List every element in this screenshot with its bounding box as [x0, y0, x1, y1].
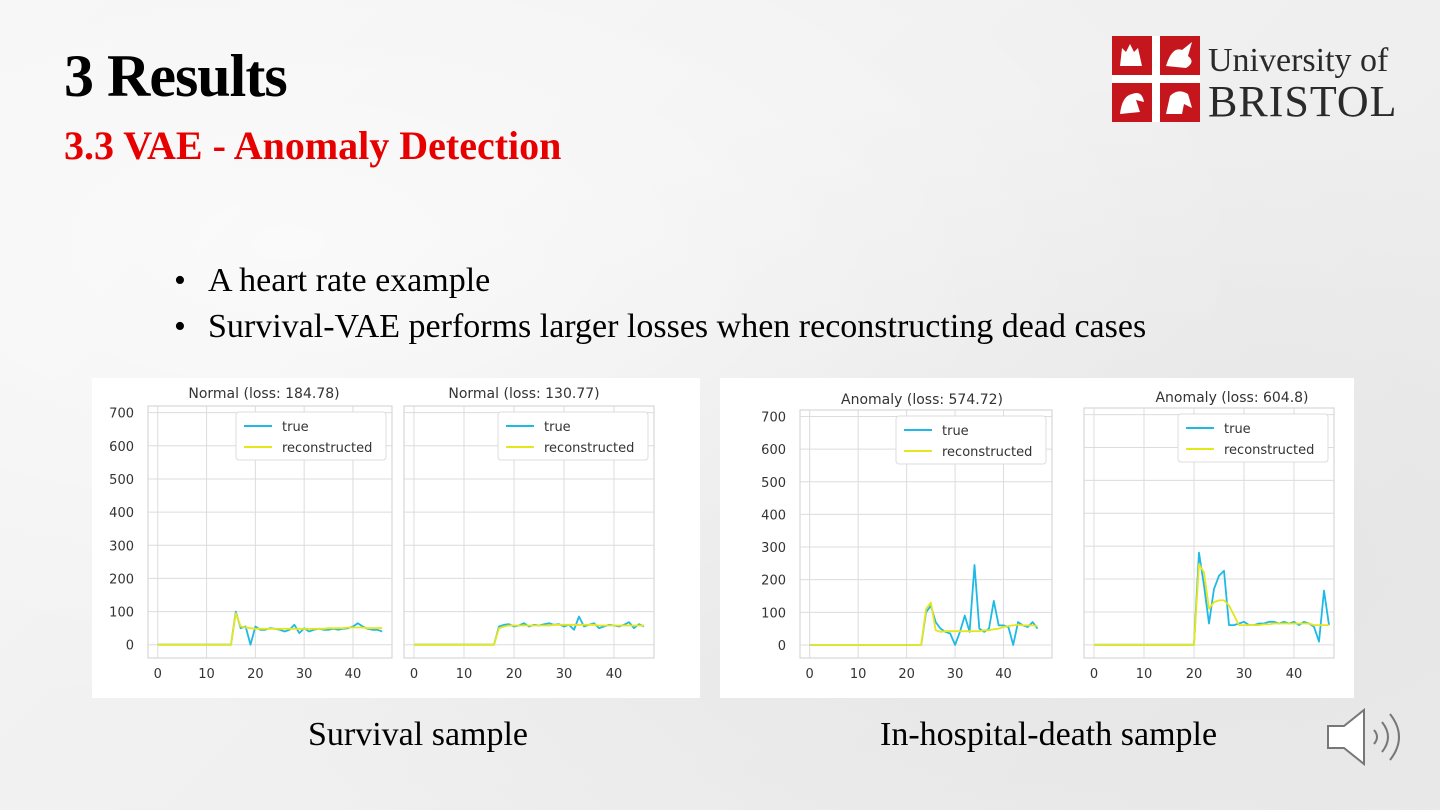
y-tick-label: 200	[109, 572, 134, 587]
logo-line-1: University of	[1208, 42, 1389, 79]
legend-label: true	[942, 424, 969, 439]
speaker-icon[interactable]	[1324, 704, 1410, 770]
y-tick-label: 700	[109, 407, 134, 422]
subtitle-topic: Anomaly Detection	[225, 123, 562, 168]
series-line-true	[809, 564, 1039, 646]
y-tick-label: 400	[761, 508, 786, 523]
legend-label: reconstructed	[282, 441, 372, 456]
subtitle-section-number: 3.3 VAE -	[64, 123, 226, 168]
bullet-item: A heart rate example	[170, 258, 1146, 304]
chart-title: Anomaly (loss: 604.8)	[1155, 390, 1308, 406]
survival-charts-panel: 0 10 20 30 40 0 100 200 300 400 500 600 700 Normal (l…	[92, 378, 700, 698]
y-tick-label: 600	[761, 443, 786, 458]
caption-survival-sample: Survival sample	[308, 716, 529, 753]
x-tick-label: 0	[806, 667, 814, 682]
series-line-reconstructed	[157, 612, 383, 646]
legend-box	[895, 415, 1047, 465]
series-line-true	[1094, 551, 1330, 646]
x-tick-label: 10	[850, 667, 867, 682]
x-tick-label: 0	[410, 667, 418, 682]
legend-label: true	[544, 420, 571, 435]
y-tick-label: 700	[761, 411, 786, 426]
x-tick-label: 10	[198, 667, 215, 682]
y-tick-label: 500	[761, 476, 786, 491]
legend-label: reconstructed	[942, 445, 1032, 460]
x-tick-label: 40	[995, 667, 1012, 682]
x-tick-label: 10	[1136, 667, 1153, 682]
x-tick-label: 40	[345, 667, 362, 682]
legend-label: true	[1224, 422, 1251, 437]
legend-label: reconstructed	[1224, 443, 1314, 458]
logo-line-2: BRISTOL	[1208, 77, 1398, 126]
x-tick-label: 30	[556, 667, 573, 682]
x-tick-label: 0	[1090, 667, 1098, 682]
x-tick-label: 30	[1236, 667, 1253, 682]
chart-title: Anomaly (loss: 574.72)	[841, 392, 1003, 408]
x-tick-label: 20	[247, 667, 264, 682]
death-charts-panel: 0 10 20 30 40 0 100 200 300 400 500 600 700 Anomaly (…	[720, 378, 1354, 698]
x-tick-label: 40	[1286, 667, 1303, 682]
legend-box	[1177, 413, 1329, 463]
y-tick-label: 300	[109, 539, 134, 554]
y-tick-label: 600	[109, 440, 134, 455]
series-line-reconstructed	[1094, 563, 1329, 646]
chart-title: Normal (loss: 184.78)	[188, 386, 339, 402]
caption-death-sample: In-hospital-death sample	[880, 716, 1218, 753]
university-logo: University of BRISTOL	[1112, 36, 1412, 126]
series-line-reconstructed	[809, 601, 1038, 646]
y-tick-label: 100	[109, 606, 134, 621]
y-tick-label: 200	[761, 574, 786, 589]
y-tick-label: 0	[126, 639, 134, 654]
x-tick-label: 40	[606, 667, 623, 682]
x-tick-label: 30	[947, 667, 964, 682]
chart-death-anomaly-2: 0 10 20 30 40 Anomaly (loss: 604.8) true recons…	[1083, 390, 1335, 682]
x-tick-label: 20	[1186, 667, 1203, 682]
x-tick-label: 20	[898, 667, 915, 682]
bullet-item: Survival-VAE performs larger losses when…	[170, 304, 1146, 350]
x-tick-label: 0	[154, 667, 162, 682]
slide-subtitle: 3.3 VAE - Anomaly Detection	[64, 122, 561, 169]
y-tick-label: 400	[109, 506, 134, 521]
bristol-crest-icon	[1112, 36, 1200, 122]
x-tick-label: 10	[456, 667, 473, 682]
legend-label: true	[282, 420, 309, 435]
legend-box	[497, 411, 649, 461]
x-tick-label: 20	[506, 667, 523, 682]
legend-label: reconstructed	[544, 441, 634, 456]
legend-box	[235, 411, 387, 461]
y-tick-label: 0	[778, 639, 786, 654]
chart-survival-normal-2: 0 10 20 30 40 Normal (loss: 130.77) true recons…	[403, 386, 655, 682]
y-tick-label: 100	[761, 606, 786, 621]
bullet-list: A heart rate example Survival-VAE perfor…	[170, 258, 1146, 350]
chart-title: Normal (loss: 130.77)	[448, 386, 599, 402]
slide-title: 3 Results	[64, 43, 288, 109]
series-line-reconstructed	[414, 623, 644, 646]
y-tick-label: 300	[761, 541, 786, 556]
y-tick-label: 500	[109, 473, 134, 488]
x-tick-label: 30	[296, 667, 313, 682]
